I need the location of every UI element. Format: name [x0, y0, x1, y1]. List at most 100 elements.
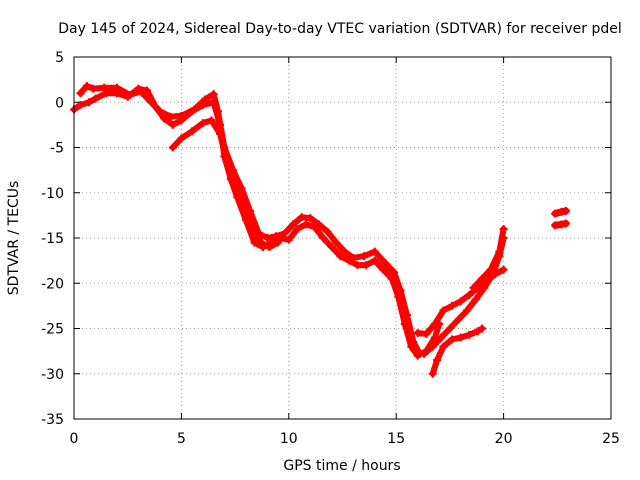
data-point — [82, 81, 91, 90]
data-point — [561, 206, 570, 215]
data-point — [471, 295, 480, 304]
data-point — [100, 83, 109, 92]
data-point — [420, 349, 429, 358]
data-point — [89, 84, 98, 93]
data-point — [409, 338, 418, 347]
data-point — [168, 120, 177, 129]
data-point — [265, 243, 274, 252]
data-point — [155, 107, 164, 116]
data-point — [289, 220, 298, 229]
data-point — [456, 297, 465, 306]
series-layer — [70, 81, 570, 378]
data-point — [201, 95, 210, 104]
data-point — [198, 119, 207, 128]
data-point — [561, 219, 570, 228]
data-point — [76, 100, 85, 109]
data-point — [76, 89, 85, 98]
data-point — [478, 324, 487, 333]
data-point — [413, 329, 422, 338]
data-point — [91, 94, 100, 103]
y-tick-label: -30 — [41, 367, 64, 383]
data-point — [190, 105, 199, 114]
data-point — [85, 98, 94, 107]
x-tick-label: 25 — [602, 431, 620, 447]
data-point — [297, 213, 306, 222]
data-point — [336, 252, 345, 261]
data-point — [402, 310, 411, 319]
plot-frame — [73, 56, 612, 420]
data-point — [256, 238, 265, 247]
data-point — [428, 369, 437, 378]
data-point — [437, 333, 446, 342]
data-point — [136, 87, 145, 96]
data-point — [147, 98, 156, 107]
data-point — [207, 116, 216, 125]
data-point — [499, 265, 508, 274]
data-point — [473, 327, 482, 336]
data-point — [231, 179, 240, 188]
data-point — [349, 253, 358, 262]
data-point — [469, 283, 478, 292]
series-track-main-c — [168, 116, 283, 252]
data-point — [445, 324, 454, 333]
data-point — [428, 342, 437, 351]
data-point — [465, 330, 474, 339]
data-point — [271, 232, 280, 241]
data-point — [216, 129, 225, 138]
data-point — [478, 274, 487, 283]
data-point — [293, 224, 302, 233]
y-tick-label: -5 — [50, 141, 64, 157]
data-point — [370, 247, 379, 256]
y-tick-label: 5 — [55, 50, 64, 66]
series-track-late-d — [469, 224, 508, 292]
data-point — [396, 286, 405, 295]
data-point — [248, 220, 257, 229]
x-tick-label: 10 — [280, 431, 298, 447]
data-point — [480, 283, 489, 292]
data-point — [319, 234, 328, 242]
data-point — [381, 259, 390, 268]
data-point — [430, 319, 439, 328]
data-point — [284, 235, 293, 244]
data-point — [448, 301, 457, 310]
data-point — [359, 252, 368, 261]
data-point — [422, 329, 431, 338]
y-tick-label: -25 — [41, 322, 64, 338]
data-point — [166, 112, 175, 121]
data-point — [301, 220, 310, 229]
x-tick-label: 0 — [70, 431, 79, 447]
data-point — [448, 335, 457, 344]
data-point — [439, 342, 448, 351]
data-point — [379, 265, 388, 274]
x-tick-label: 20 — [495, 431, 513, 447]
data-point — [222, 157, 231, 166]
data-point — [188, 127, 197, 136]
y-tick-label: -15 — [41, 231, 64, 247]
data-point — [332, 238, 341, 247]
data-point — [209, 90, 218, 99]
data-point — [274, 238, 283, 247]
data-point — [112, 83, 121, 92]
x-axis-label: GPS time / hours — [283, 458, 400, 474]
data-point — [495, 247, 504, 256]
data-point — [323, 227, 332, 236]
data-point — [213, 107, 222, 116]
data-point — [551, 209, 560, 218]
data-point — [263, 234, 272, 242]
data-point — [177, 134, 186, 143]
data-point — [486, 265, 495, 274]
data-point — [314, 220, 323, 229]
y-tick-label: 0 — [55, 95, 64, 111]
y-tick-label: -20 — [41, 276, 64, 292]
x-tick-label: 15 — [387, 431, 405, 447]
y-tick-label: -10 — [41, 186, 64, 202]
grid-layer — [74, 57, 611, 419]
data-point — [177, 111, 186, 120]
data-point — [456, 333, 465, 342]
data-point — [168, 143, 177, 152]
data-point — [463, 306, 472, 315]
data-point — [499, 224, 508, 233]
data-point — [465, 291, 474, 300]
data-point — [306, 214, 315, 223]
x-tick-label: 5 — [177, 431, 186, 447]
